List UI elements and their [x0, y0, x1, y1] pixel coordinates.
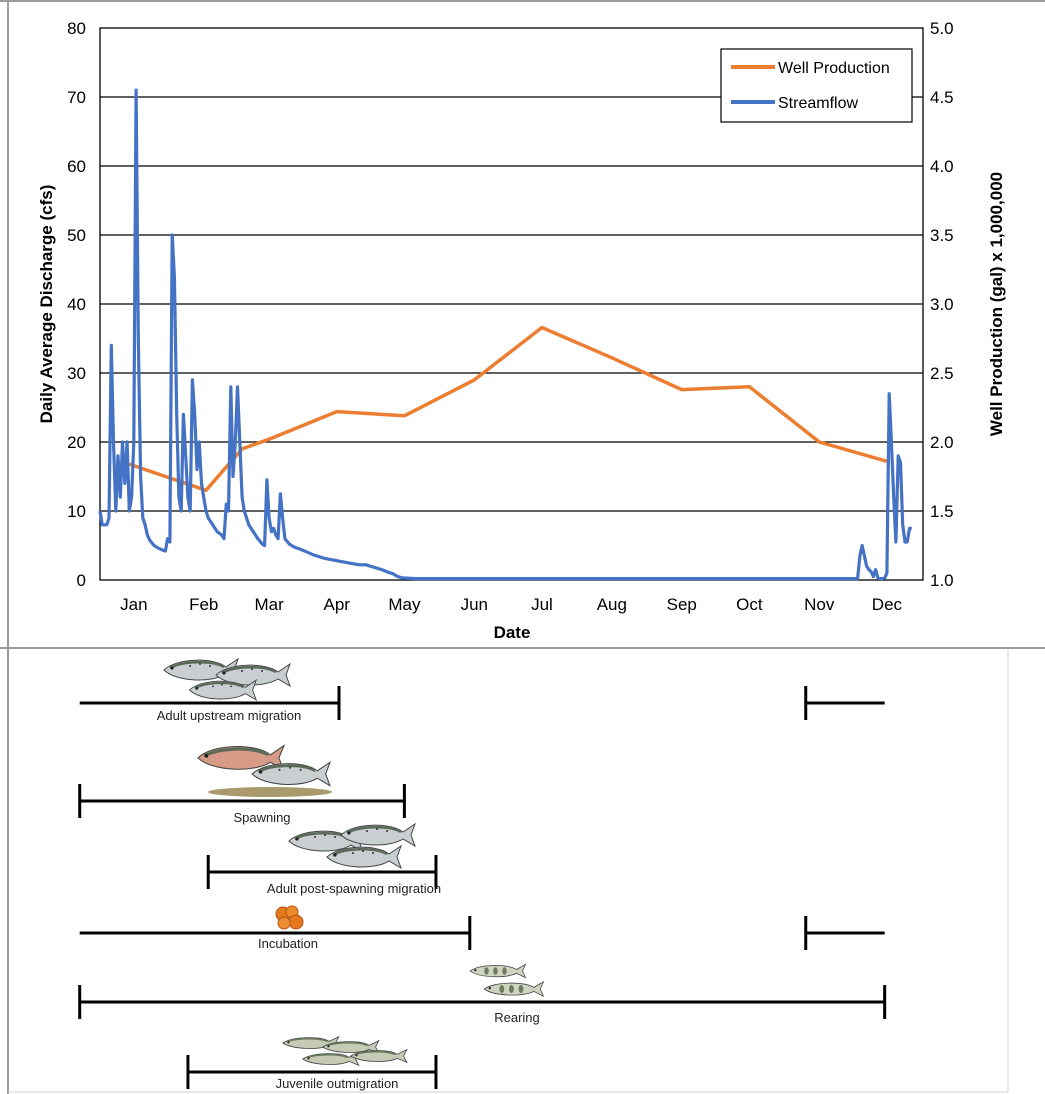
left-tick-label: 30: [67, 364, 86, 383]
right-tick-label: 4.0: [930, 157, 954, 176]
life-stage-labels: Adult upstream migration Spawning Adult …: [157, 708, 540, 1091]
month-label: Oct: [736, 595, 763, 614]
month-label: Jan: [120, 595, 147, 614]
left-tick-label: 80: [67, 19, 86, 38]
adult-salmon-group-upstream: [162, 657, 292, 702]
left-tick-label: 10: [67, 502, 86, 521]
series-layer: [98, 88, 912, 581]
left-tick-label: 0: [77, 571, 86, 590]
legend-box: [720, 48, 913, 123]
left-axis-title: Daily Average Discharge (cfs): [37, 185, 56, 424]
legend: Well Production Streamflow: [720, 48, 913, 123]
right-axis-tick-labels: 1.0 1.5 2.0 2.5 3.0 3.5 4.0 4.5 5.0: [930, 19, 954, 590]
right-tick-label: 1.0: [930, 571, 954, 590]
month-label: Nov: [804, 595, 835, 614]
right-tick-label: 1.5: [930, 502, 954, 521]
legend-label-streamflow: Streamflow: [778, 95, 858, 112]
month-label: Mar: [254, 595, 284, 614]
left-tick-label: 20: [67, 433, 86, 452]
left-axis-tick-labels: 0 10 20 30 40 50 60 70 80: [67, 19, 86, 590]
series-line-well-production: [128, 325, 888, 493]
month-label: Dec: [872, 595, 903, 614]
x-axis-month-labels: Jan Feb Mar Apr May Jun Jul Aug Sep Oct Nov Dec: [120, 595, 902, 614]
gridlines: [100, 96, 923, 512]
stage-label-spawning: Spawning: [233, 810, 290, 825]
month-label: May: [388, 595, 421, 614]
series-line-streamflow: [98, 88, 912, 581]
right-tick-label: 2.5: [930, 364, 954, 383]
month-label: Apr: [324, 595, 351, 614]
month-label: Jun: [461, 595, 488, 614]
right-axis-title: Well Production (gal) x 1,000,000: [987, 172, 1006, 436]
right-tick-label: 3.0: [930, 295, 954, 314]
left-tick-label: 50: [67, 226, 86, 245]
spawning-salmon-group: [196, 743, 332, 797]
x-axis-title: Date: [494, 623, 531, 642]
juvenile-fish-outmigration: [281, 1035, 408, 1067]
stage-label-adult-post-spawning-migration: Adult post-spawning migration: [267, 881, 441, 896]
left-tick-label: 70: [67, 88, 86, 107]
legend-label-well-production: Well Production: [778, 60, 890, 77]
illustrations: [162, 657, 544, 1067]
stage-label-rearing: Rearing: [494, 1010, 540, 1025]
stage-label-adult-upstream-migration: Adult upstream migration: [157, 708, 302, 723]
month-label: Jul: [531, 595, 553, 614]
juvenile-fish-rearing: [469, 963, 544, 997]
month-label: Feb: [189, 595, 218, 614]
right-tick-label: 5.0: [930, 19, 954, 38]
month-label: Aug: [597, 595, 627, 614]
plot-area: [98, 27, 924, 581]
left-tick-label: 40: [67, 295, 86, 314]
right-tick-label: 2.0: [930, 433, 954, 452]
month-label: Sep: [667, 595, 697, 614]
stage-label-incubation: Incubation: [258, 936, 318, 951]
salmon-eggs: [275, 905, 304, 930]
life-stage-timeline: [78, 686, 887, 1089]
right-tick-label: 4.5: [930, 88, 954, 107]
left-tick-label: 60: [67, 157, 86, 176]
right-tick-label: 3.5: [930, 226, 954, 245]
post-spawning-salmon-group: [287, 822, 417, 870]
stage-label-juvenile-outmigration: Juvenile outmigration: [276, 1076, 399, 1091]
